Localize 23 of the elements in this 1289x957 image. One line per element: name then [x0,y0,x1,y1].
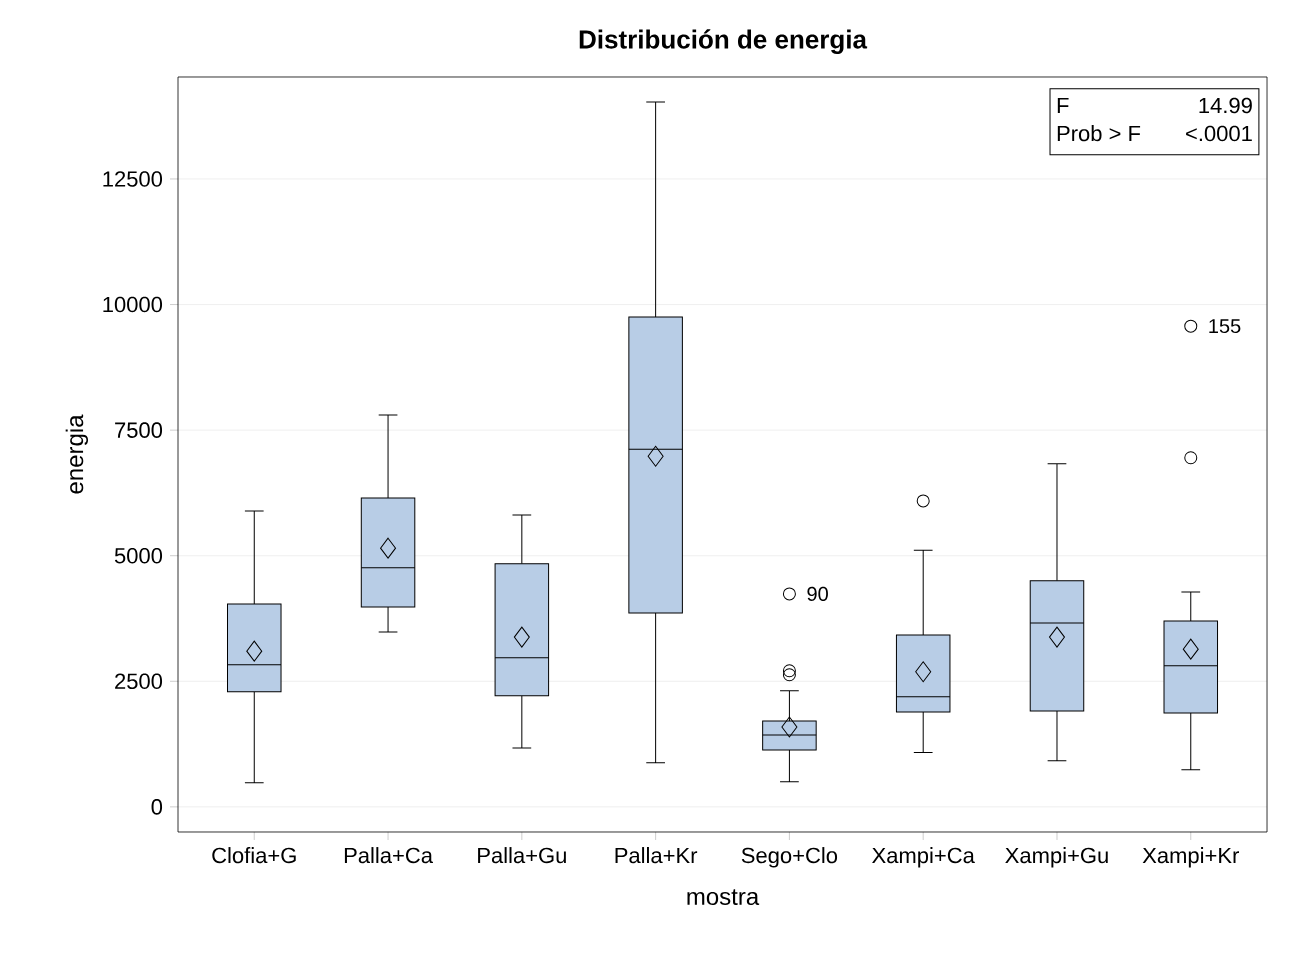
x-tick-label: Palla+Gu [478,847,566,864]
annotation: F [1057,97,1069,114]
y-tick-label: 10000 [103,296,163,313]
x-tick-label: Xampi+Gu [1005,847,1108,868]
x-axis-title: mostra [687,889,760,906]
annotation: 90 [807,586,828,601]
x-tick-label: Palla+Kr [615,847,698,864]
x-tick-label: Sego+Clo [741,847,838,868]
annotation: 155 [1209,319,1241,334]
y-tick-label: 0 [151,799,163,815]
x-tick-label: Xampi+Ca [872,847,975,868]
y-tick-label: 2500 [115,673,163,690]
annotation: Prob > F [1057,125,1141,142]
x-tick-label: Xampi+Kr [1142,847,1239,868]
y-tick-label: 5000 [114,547,163,564]
annotation: <.0001 [1186,125,1252,142]
y-axis-title: energia [65,414,89,494]
y-tick-label: 12500 [103,171,163,187]
x-tick-label: Palla+Ca [344,847,433,864]
x-tick-label: Clofia+G [212,847,296,864]
chart-title: Distribución de energia [579,29,868,54]
y-tick-label: 7500 [115,422,163,438]
annotation: 14.99 [1199,97,1252,114]
